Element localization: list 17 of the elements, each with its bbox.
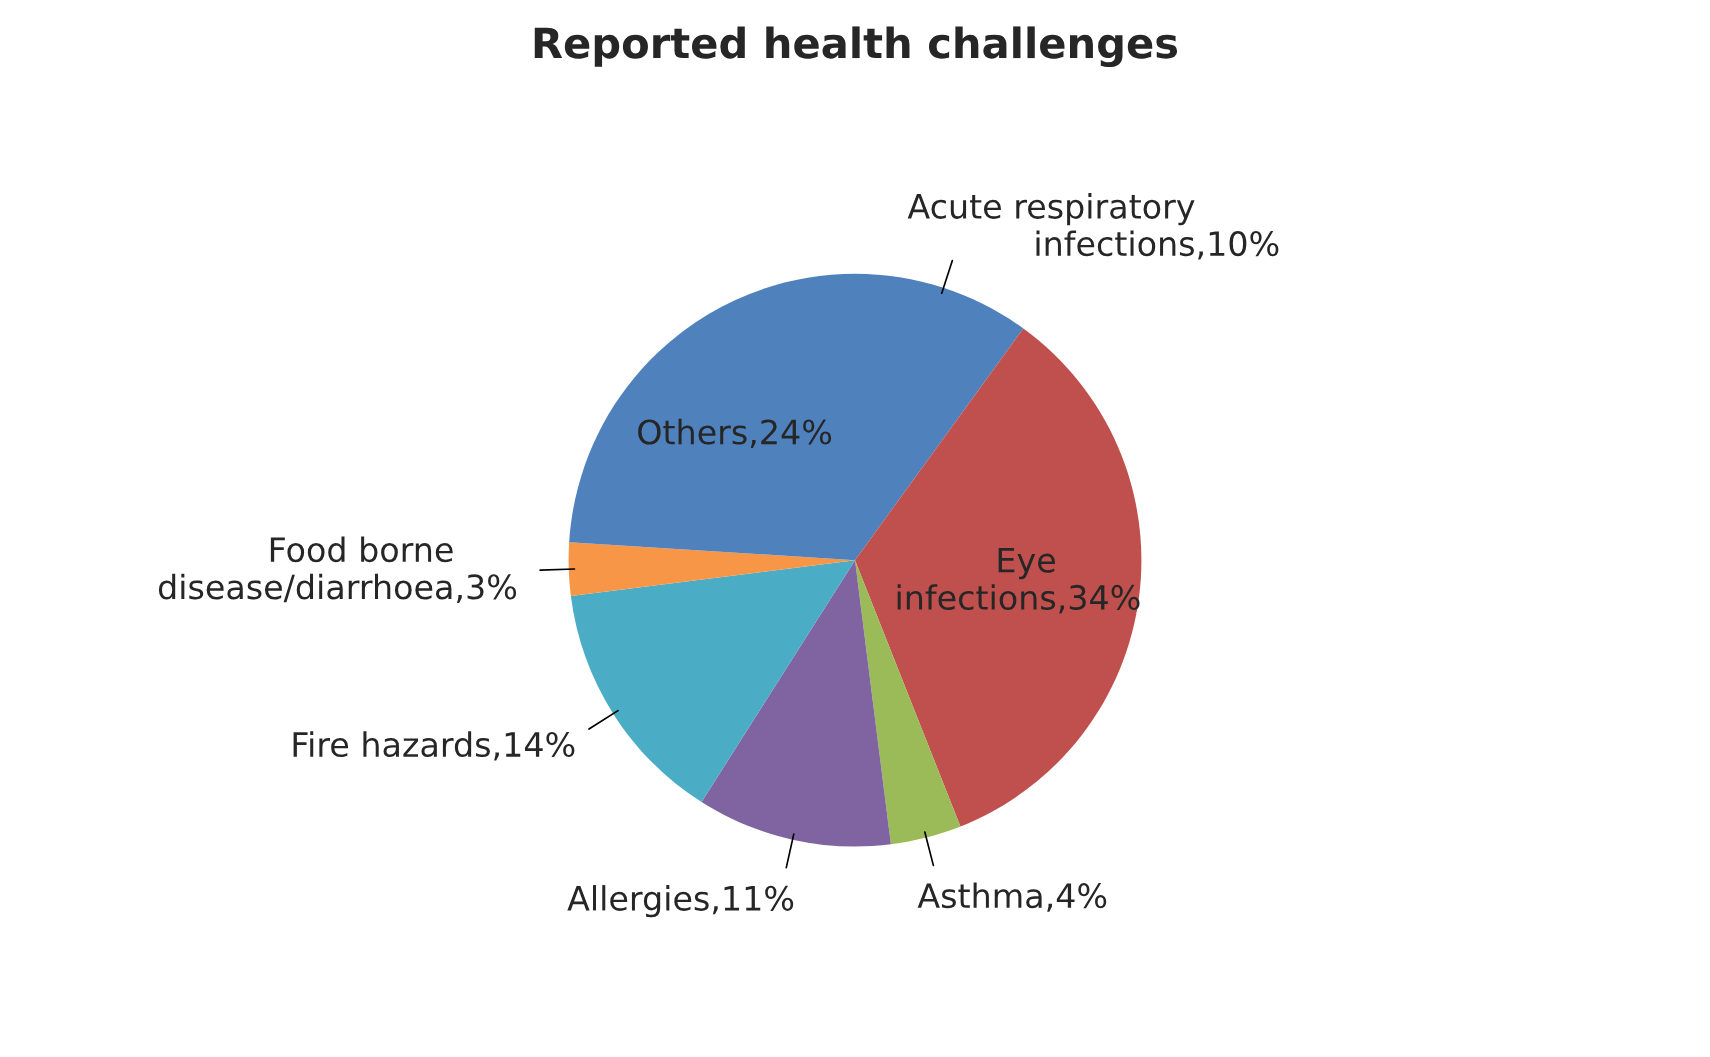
data-label: ,3% xyxy=(457,574,517,603)
slice-label: Eye infections xyxy=(897,547,1056,611)
data-label: ,4% xyxy=(1047,883,1107,912)
pie-slice xyxy=(568,542,855,597)
slice-label: Allergies xyxy=(567,885,709,918)
slice-label: Asthma xyxy=(917,882,1042,909)
slice-label: Acute respiratory infections xyxy=(907,193,1195,257)
data-label: ,24% xyxy=(750,419,832,449)
data-label: ,10% xyxy=(1198,231,1279,260)
pie-slice xyxy=(855,328,1142,827)
data-label: ,14% xyxy=(494,731,575,761)
slice-label: Food borne disease/diarrhoea xyxy=(158,536,453,603)
data-label: ,11% xyxy=(712,885,794,915)
pie-slice xyxy=(701,560,891,847)
chart-title: Reported health challenges xyxy=(534,26,1178,68)
slice-label: Others xyxy=(638,418,747,445)
slice-label: Fire hazards xyxy=(293,731,490,758)
